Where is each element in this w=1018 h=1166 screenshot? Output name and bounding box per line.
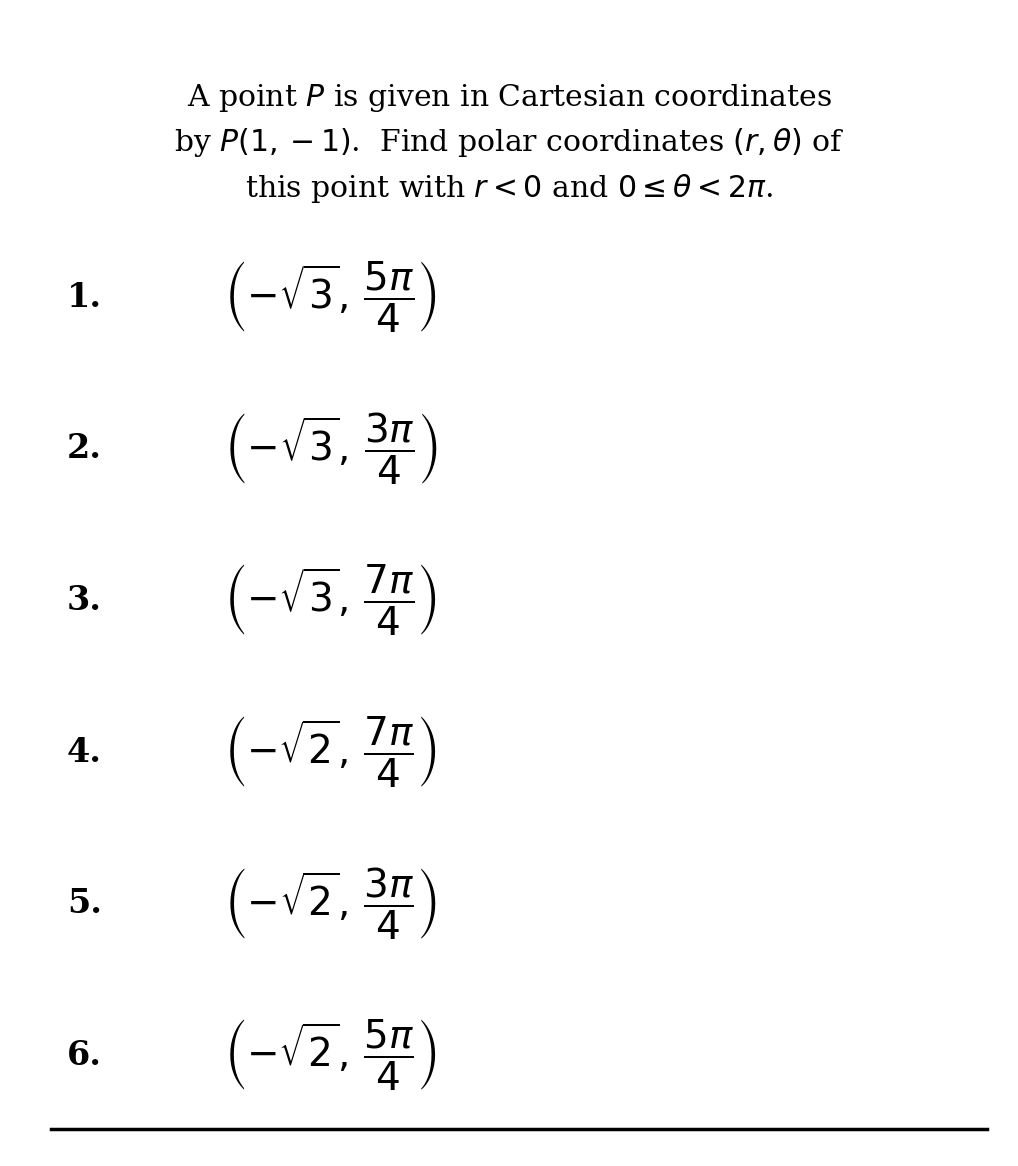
Text: A point $P$ is given in Cartesian coordinates
by $P(1, -1)$.  Find polar coordin: A point $P$ is given in Cartesian coordi… xyxy=(174,82,844,204)
Text: $\left(-\sqrt{3},\, \dfrac{5\pi}{4}\right)$: $\left(-\sqrt{3},\, \dfrac{5\pi}{4}\righ… xyxy=(224,260,437,335)
Text: $\left(-\sqrt{2},\, \dfrac{7\pi}{4}\right)$: $\left(-\sqrt{2},\, \dfrac{7\pi}{4}\righ… xyxy=(224,715,437,789)
Text: 2.: 2. xyxy=(67,433,102,465)
Text: $\left(-\sqrt{3},\, \dfrac{7\pi}{4}\right)$: $\left(-\sqrt{3},\, \dfrac{7\pi}{4}\righ… xyxy=(224,563,437,638)
Text: 4.: 4. xyxy=(67,736,102,768)
Text: 1.: 1. xyxy=(66,281,102,314)
Text: $\left(-\sqrt{2},\, \dfrac{5\pi}{4}\right)$: $\left(-\sqrt{2},\, \dfrac{5\pi}{4}\righ… xyxy=(224,1018,437,1093)
Text: 6.: 6. xyxy=(67,1039,102,1072)
Text: $\left(-\sqrt{3},\, \dfrac{3\pi}{4}\right)$: $\left(-\sqrt{3},\, \dfrac{3\pi}{4}\righ… xyxy=(224,410,438,487)
Text: 3.: 3. xyxy=(67,584,102,617)
Text: $\left(-\sqrt{2},\, \dfrac{3\pi}{4}\right)$: $\left(-\sqrt{2},\, \dfrac{3\pi}{4}\righ… xyxy=(224,865,437,942)
Text: 5.: 5. xyxy=(67,887,102,920)
